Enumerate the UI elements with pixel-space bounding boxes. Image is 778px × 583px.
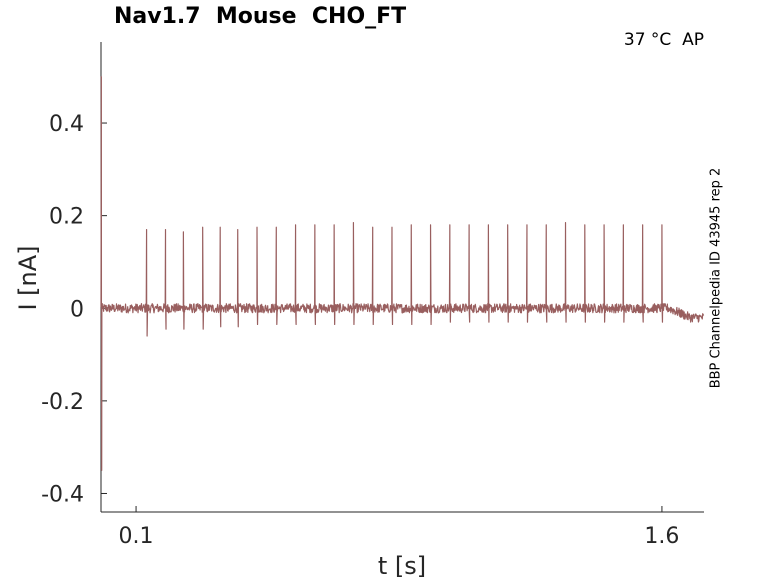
current-trace-line — [100, 76, 705, 471]
x-tick-label: 0.1 — [119, 524, 154, 549]
chart-title: Nav1.7 Mouse CHO_FT — [114, 4, 407, 29]
y-tick-label: -0.2 — [41, 390, 84, 415]
x-axis-label: t [s] — [377, 552, 427, 580]
y-tick-label: -0.4 — [41, 482, 84, 507]
y-tick-label: 0.2 — [49, 205, 84, 230]
x-tick-label: 1.6 — [644, 524, 679, 549]
ticks: 0.4 0.2 0 -0.2 -0.4 0.1 1.6 — [41, 112, 679, 549]
condition-annotation: 37 °C AP — [623, 30, 704, 50]
series-group — [100, 76, 705, 471]
axes — [100, 42, 704, 513]
y-tick-label: 0 — [70, 297, 84, 322]
y-tick-label: 0.4 — [49, 112, 84, 137]
